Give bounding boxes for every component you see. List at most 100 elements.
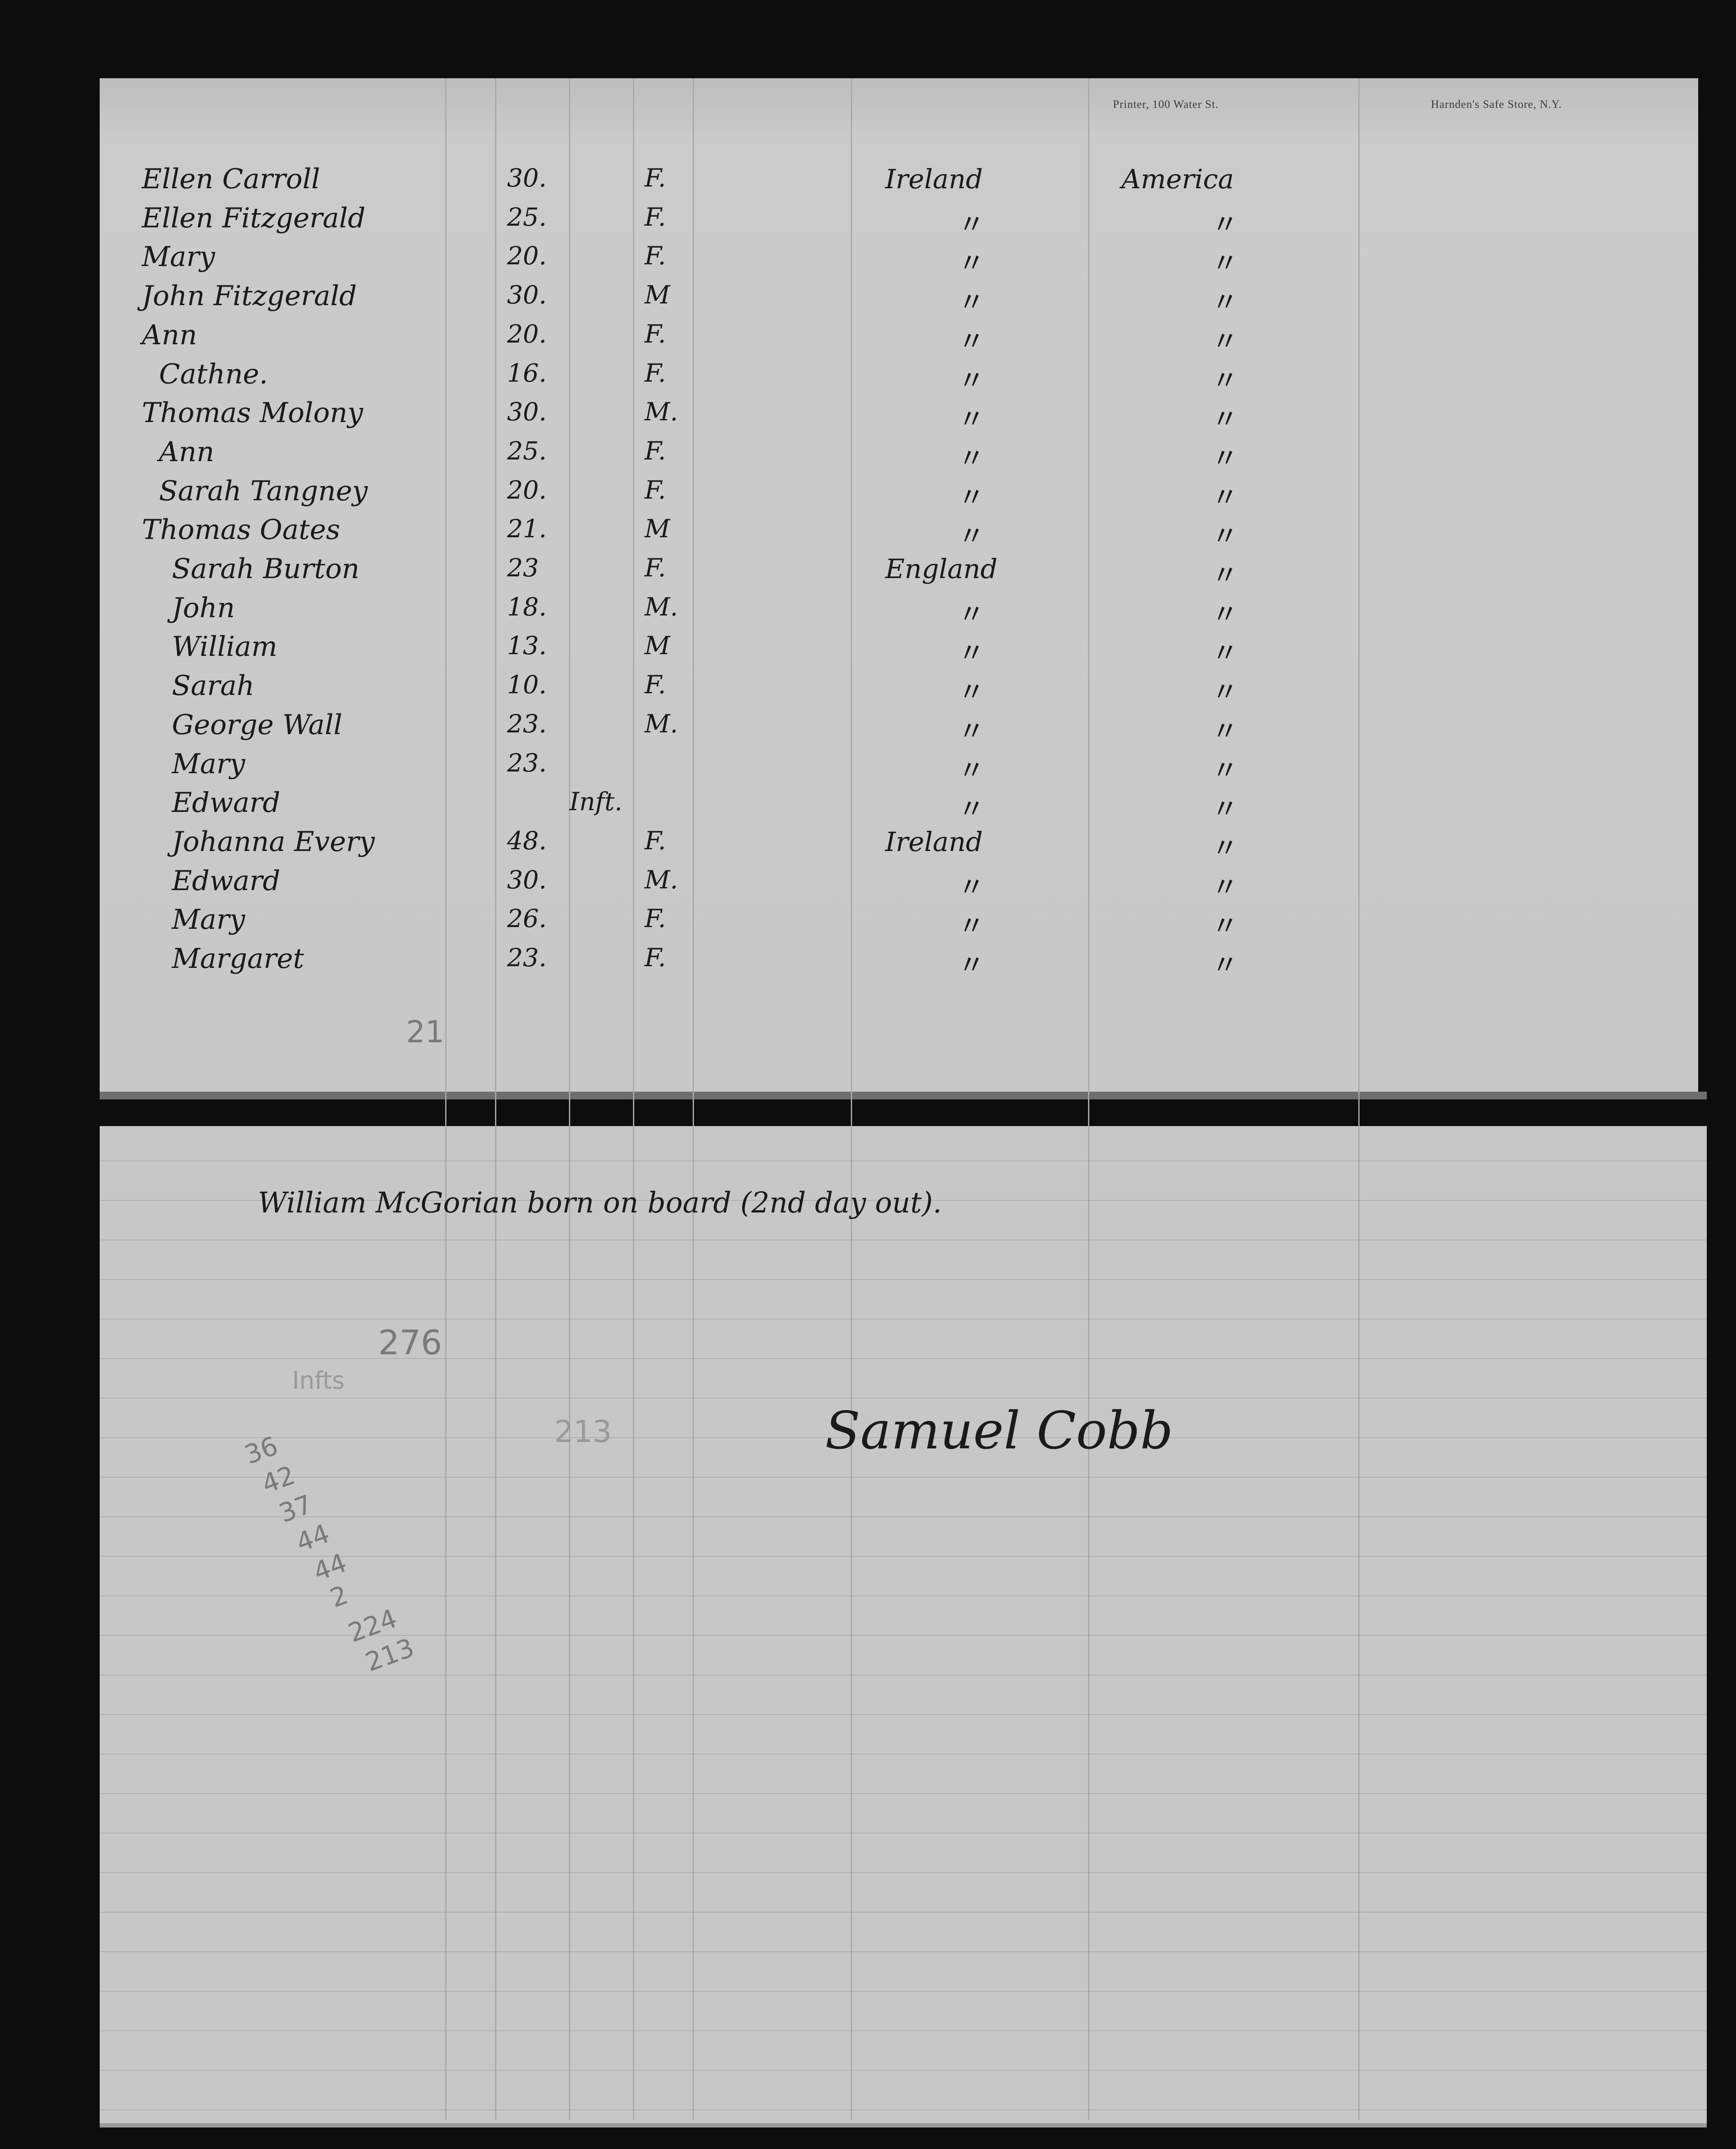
passenger-sex: M. bbox=[645, 865, 678, 894]
passenger-name: William bbox=[172, 631, 278, 663]
passenger-name: Ellen Fitzgerald bbox=[142, 202, 366, 234]
passenger-destination: 〃 bbox=[1212, 715, 1239, 747]
passenger-destination: 〃 bbox=[1212, 598, 1239, 630]
passenger-country: 〃 bbox=[958, 208, 985, 240]
row-rule bbox=[100, 1398, 1707, 1399]
passenger-sex: F. bbox=[645, 202, 666, 232]
passenger-age: 30. bbox=[507, 865, 547, 894]
passenger-age: 30. bbox=[507, 397, 547, 427]
passenger-sex: F. bbox=[645, 241, 666, 271]
passenger-age: 23. bbox=[507, 748, 547, 778]
column-rule bbox=[633, 78, 634, 2120]
passenger-country: 〃 bbox=[958, 364, 985, 396]
pencil-subtotal: 213 bbox=[554, 1414, 612, 1449]
column-rule bbox=[1088, 78, 1089, 2120]
passenger-name: Johanna Every bbox=[172, 826, 375, 858]
passenger-country: 〃 bbox=[958, 325, 985, 357]
passenger-country: 〃 bbox=[958, 403, 985, 435]
passenger-sex: F. bbox=[645, 904, 666, 934]
passenger-age: 26. bbox=[507, 904, 547, 934]
passenger-destination: 〃 bbox=[1212, 754, 1239, 786]
row-rule bbox=[100, 1556, 1707, 1557]
pencil-infants: Infts bbox=[292, 1367, 345, 1395]
passenger-destination: 〃 bbox=[1212, 676, 1239, 708]
column-rule bbox=[851, 78, 852, 2120]
passenger-country: 〃 bbox=[958, 754, 985, 786]
passenger-sex: M. bbox=[645, 709, 678, 738]
passenger-destination: 〃 bbox=[1212, 637, 1239, 669]
passenger-country: 〃 bbox=[958, 247, 985, 279]
passenger-sex: M. bbox=[645, 592, 678, 621]
pencil-total: 276 bbox=[378, 1324, 442, 1362]
passenger-sex: F. bbox=[645, 163, 666, 193]
passenger-name: Thomas Oates bbox=[142, 514, 340, 546]
passenger-name: Margaret bbox=[172, 943, 304, 975]
passenger-sex: F. bbox=[645, 826, 666, 855]
passenger-name: Ellen Carroll bbox=[142, 163, 320, 195]
passenger-infant-mark: Inft. bbox=[569, 787, 623, 817]
paper-fold bbox=[100, 1092, 1707, 1099]
row-rule bbox=[100, 1833, 1707, 1834]
passenger-destination: 〃 bbox=[1212, 871, 1239, 903]
passenger-name: Ann bbox=[159, 436, 214, 468]
passenger-country: 〃 bbox=[958, 442, 985, 474]
passenger-country: 〃 bbox=[958, 286, 985, 318]
passenger-country: 〃 bbox=[958, 910, 985, 942]
passenger-sex: M bbox=[645, 514, 670, 544]
row-rule bbox=[100, 1793, 1707, 1794]
passenger-country: Ireland bbox=[885, 163, 983, 195]
row-rule bbox=[100, 2070, 1707, 2071]
passenger-name: Mary bbox=[172, 904, 245, 936]
column-rule bbox=[569, 78, 570, 2120]
column-rule bbox=[495, 78, 496, 2120]
printer-imprint: Printer, 100 Water St. bbox=[1113, 98, 1219, 110]
row-rule bbox=[100, 1951, 1707, 1952]
passenger-sex: M bbox=[645, 280, 670, 310]
birth-note: William McGorian born on board (2nd day … bbox=[258, 1186, 942, 1219]
passenger-sex: M bbox=[645, 631, 670, 661]
passenger-name: John bbox=[172, 592, 235, 624]
passenger-name: Edward bbox=[172, 865, 281, 897]
passenger-destination: 〃 bbox=[1212, 559, 1239, 591]
passenger-country: 〃 bbox=[958, 715, 985, 747]
passenger-country: 〃 bbox=[958, 871, 985, 903]
passenger-age: 23. bbox=[507, 709, 547, 738]
passenger-age: 21. bbox=[507, 514, 547, 544]
passenger-destination: 〃 bbox=[1212, 208, 1239, 240]
row-rule bbox=[100, 1635, 1707, 1636]
passenger-age: 20. bbox=[507, 319, 547, 349]
passenger-name: Edward bbox=[172, 787, 281, 819]
row-rule bbox=[100, 1991, 1707, 1992]
row-rule bbox=[100, 2109, 1707, 2110]
column-rule bbox=[445, 78, 446, 2120]
safe-store-imprint: Harnden's Safe Store, N.Y. bbox=[1431, 98, 1562, 110]
column-rule bbox=[1358, 78, 1360, 2120]
passenger-age: 23. bbox=[507, 943, 547, 972]
row-rule bbox=[100, 1200, 1707, 1201]
passenger-sex: F. bbox=[645, 319, 666, 349]
passenger-name: Ann bbox=[142, 319, 197, 351]
passenger-country: 〃 bbox=[958, 637, 985, 669]
passenger-sex: F. bbox=[645, 475, 666, 505]
passenger-destination: 〃 bbox=[1212, 247, 1239, 279]
passenger-name: John Fitzgerald bbox=[142, 280, 357, 312]
passenger-age: 30. bbox=[507, 280, 547, 310]
pencil-count: 21 bbox=[406, 1014, 445, 1050]
manifest-lower-sheet bbox=[100, 1126, 1707, 2123]
passenger-destination: 〃 bbox=[1212, 910, 1239, 942]
passenger-destination: 〃 bbox=[1212, 442, 1239, 474]
row-rule bbox=[100, 1477, 1707, 1478]
captain-signature: Samuel Cobb bbox=[825, 1401, 1174, 1461]
passenger-sex: F. bbox=[645, 670, 666, 700]
passenger-sex: F. bbox=[645, 436, 666, 465]
passenger-sex: F. bbox=[645, 943, 666, 972]
row-rule bbox=[100, 1160, 1707, 1161]
passenger-country: 〃 bbox=[958, 520, 985, 552]
passenger-destination: 〃 bbox=[1212, 403, 1239, 435]
passenger-age: 30. bbox=[507, 163, 547, 193]
passenger-age: 16. bbox=[507, 358, 547, 388]
passenger-age: 25. bbox=[507, 202, 547, 232]
passenger-destination: 〃 bbox=[1212, 481, 1239, 513]
passenger-name: Sarah Tangney bbox=[159, 475, 368, 507]
passenger-destination: 〃 bbox=[1212, 949, 1239, 980]
